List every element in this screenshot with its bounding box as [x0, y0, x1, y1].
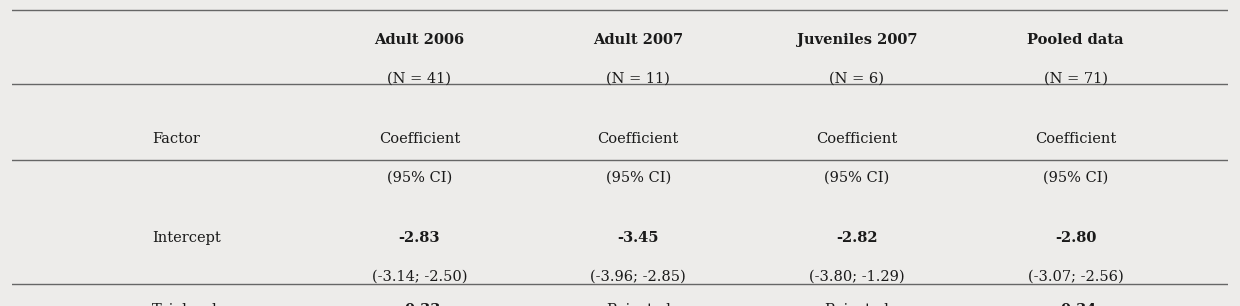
Text: (-3.14; -2.50): (-3.14; -2.50): [372, 270, 467, 284]
Text: (-3.07; -2.56): (-3.07; -2.56): [1028, 270, 1123, 284]
Text: (95% CI): (95% CI): [825, 171, 889, 185]
Text: (-3.80; -1.29): (-3.80; -1.29): [810, 270, 905, 284]
Text: Adult 2007: Adult 2007: [593, 33, 683, 47]
Text: Coefficient: Coefficient: [379, 132, 460, 146]
Text: Trial order: Trial order: [153, 303, 233, 306]
Text: Coefficient: Coefficient: [1035, 132, 1116, 146]
Text: -3.45: -3.45: [618, 231, 658, 245]
Text: Coefficient: Coefficient: [598, 132, 678, 146]
Text: (N = 41): (N = 41): [387, 72, 451, 86]
Text: (N = 11): (N = 11): [606, 72, 670, 86]
Text: (95% CI): (95% CI): [605, 171, 671, 185]
Text: Adult 2006: Adult 2006: [374, 33, 465, 47]
Text: Rejected: Rejected: [825, 303, 889, 306]
Text: (N = 71): (N = 71): [1044, 72, 1107, 86]
Text: -2.82: -2.82: [836, 231, 878, 245]
Text: Coefficient: Coefficient: [816, 132, 898, 146]
Text: Factor: Factor: [153, 132, 200, 146]
Text: (95% CI): (95% CI): [1043, 171, 1109, 185]
Text: -2.80: -2.80: [1055, 231, 1096, 245]
Text: Rejected: Rejected: [606, 303, 671, 306]
Text: (N = 6): (N = 6): [830, 72, 884, 86]
Text: -0.34: -0.34: [1055, 303, 1096, 306]
Text: -0.33: -0.33: [399, 303, 440, 306]
Text: Juveniles 2007: Juveniles 2007: [797, 33, 918, 47]
Text: Pooled data: Pooled data: [1028, 33, 1123, 47]
Text: Intercept: Intercept: [153, 231, 221, 245]
Text: -2.83: -2.83: [399, 231, 440, 245]
Text: (95% CI): (95% CI): [387, 171, 453, 185]
Text: (-3.96; -2.85): (-3.96; -2.85): [590, 270, 686, 284]
